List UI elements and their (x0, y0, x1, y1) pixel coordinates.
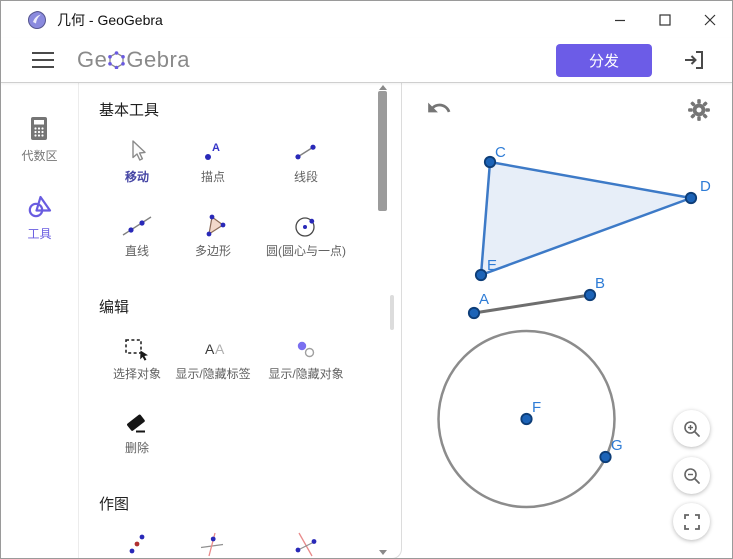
move-cursor-icon (132, 140, 146, 161)
settings-button[interactable] (686, 97, 712, 123)
secondary-scrollbar-thumb[interactable] (390, 295, 394, 330)
tool-select-objects[interactable]: 选择对象 (99, 335, 175, 381)
graphics-view[interactable]: A B C D E F G (402, 83, 732, 558)
sign-in-icon (685, 51, 703, 69)
rail-item-tools[interactable]: 工具 (26, 194, 53, 242)
zoom-out-button[interactable] (673, 457, 710, 494)
zoom-in-icon (683, 420, 700, 437)
left-rail: 代数区 工具 (1, 83, 78, 558)
geogebra-logo: Ge Gebra (77, 47, 190, 73)
svg-text:D: D (700, 178, 711, 195)
perpendicular-bisector-icon (295, 532, 317, 557)
tool-show-hide-label[interactable]: A A 显示/隐藏标签 (175, 335, 251, 381)
construct-tools-grid (79, 530, 401, 558)
rail-label-algebra: 代数区 (21, 149, 58, 163)
polygon-icon (206, 214, 226, 237)
edit-tools-grid: 选择对象 A A 显示/隐藏标签 显示/隐藏对象 (79, 335, 401, 455)
tool-polygon[interactable]: 多边形 (175, 212, 251, 258)
fullscreen-icon (683, 513, 700, 530)
scrollbar-thumb[interactable] (378, 91, 387, 211)
hamburger-icon[interactable] (31, 51, 55, 69)
tool-label: 删除 (124, 441, 149, 455)
zoom-out-icon (683, 467, 700, 484)
svg-text:A: A (479, 291, 489, 308)
maximize-button[interactable] (642, 1, 687, 38)
tool-label: 选择对象 (112, 367, 161, 381)
calculator-icon (31, 117, 48, 140)
svg-text:C: C (495, 144, 506, 161)
section-title-edit: 编辑 (99, 299, 130, 316)
svg-text:G: G (611, 437, 623, 454)
undo-icon (428, 102, 451, 113)
tool-midpoint[interactable] (99, 530, 175, 558)
tool-label: 多边形 (194, 244, 231, 258)
svg-text:A: A (215, 341, 225, 357)
svg-text:A: A (205, 341, 215, 357)
tool-circle-center-point[interactable]: 圆(圆心与一点) (251, 212, 361, 258)
geometry-canvas[interactable]: A B C D E F G (402, 83, 732, 550)
minimize-button[interactable] (597, 1, 642, 38)
scrollbar-up-arrow[interactable] (379, 85, 387, 90)
circle-center-point-icon (295, 217, 315, 237)
midpoint-icon (129, 534, 145, 554)
tool-delete[interactable]: 删除 (99, 409, 175, 455)
undo-button[interactable] (424, 95, 454, 121)
close-icon (704, 14, 715, 25)
header: Ge Gebra 分发 (1, 38, 732, 83)
geogebra-app-icon (27, 10, 47, 29)
tool-label: 直线 (124, 244, 149, 258)
tool-perpendicular-bisector[interactable] (251, 530, 361, 558)
tool-label: 线段 (293, 170, 318, 184)
zoom-in-button[interactable] (673, 410, 710, 447)
basic-tools-grid: 移动 A 描点 线段 (79, 138, 401, 258)
section-title-basic-tools: 基本工具 (99, 102, 160, 119)
tool-label: 显示/隐藏对象 (268, 367, 344, 381)
svg-text:E: E (487, 257, 497, 274)
show-hide-label-icon: A A (205, 341, 225, 357)
tools-icon (28, 195, 52, 218)
line-icon (122, 216, 152, 236)
tool-label: 显示/隐藏标签 (175, 367, 251, 381)
logo-text-pre: Ge (77, 47, 108, 72)
perpendicular-line-icon (200, 532, 224, 557)
logo-text-post: Gebra (126, 47, 191, 72)
minimize-icon (614, 19, 625, 21)
tool-perpendicular-line[interactable] (175, 530, 251, 558)
segment-icon (295, 144, 316, 160)
tool-label: 移动 (124, 170, 149, 184)
tool-line[interactable]: 直线 (99, 212, 175, 258)
gear-icon (688, 99, 710, 121)
title-bar: 几何 - GeoGebra (1, 1, 732, 38)
tool-show-hide-object[interactable]: 显示/隐藏对象 (251, 335, 361, 381)
tool-panel: 基本工具 移动 A 描点 (78, 83, 402, 558)
share-button[interactable]: 分发 (556, 43, 652, 77)
delete-eraser-icon (127, 414, 145, 433)
svg-text:B: B (595, 275, 605, 292)
svg-text:F: F (532, 399, 541, 416)
maximize-icon (658, 13, 671, 26)
tool-label: 描点 (200, 170, 225, 184)
svg-text:A: A (212, 142, 220, 154)
fullscreen-button[interactable] (673, 503, 710, 540)
tool-move[interactable]: 移动 (99, 138, 175, 184)
rail-item-algebra[interactable]: 代数区 (21, 116, 58, 164)
section-title-construct: 作图 (99, 496, 130, 513)
scrollbar-down-arrow[interactable] (379, 550, 387, 555)
tool-point[interactable]: A 描点 (175, 138, 251, 184)
point-icon: A (205, 142, 220, 160)
tool-segment[interactable]: 线段 (251, 138, 361, 184)
main-area: 代数区 工具 基本工具 移动 (1, 83, 732, 558)
close-button[interactable] (687, 1, 732, 38)
select-objects-icon (125, 339, 148, 361)
tool-label: 圆(圆心与一点) (266, 244, 346, 258)
show-hide-object-icon (297, 341, 315, 358)
logo-hexagon-icon (108, 51, 126, 69)
window-title: 几何 - GeoGebra (57, 11, 163, 28)
sign-in-button[interactable] (680, 46, 708, 74)
rail-label-tools: 工具 (27, 227, 52, 241)
